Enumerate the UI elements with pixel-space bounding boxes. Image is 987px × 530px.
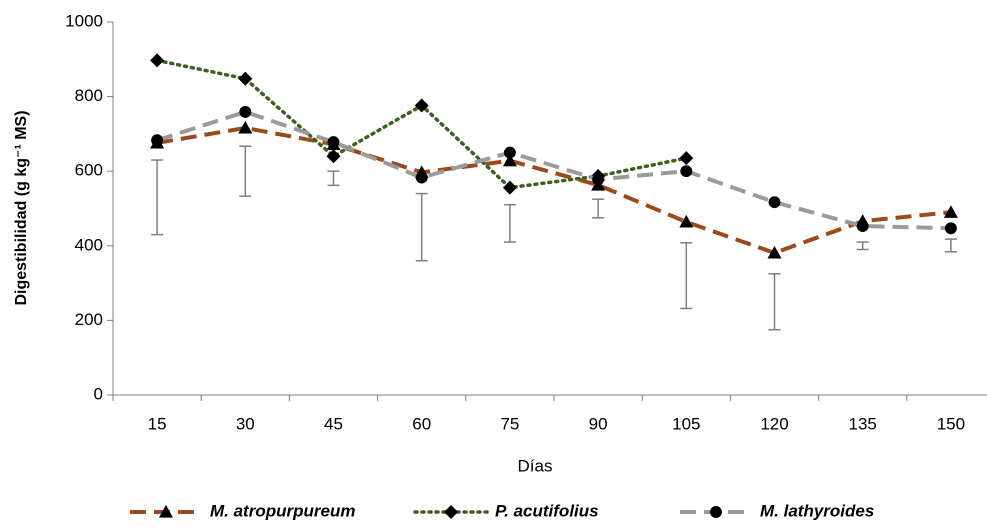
legend-label: M. lathyroides <box>760 501 874 520</box>
y-tick-label: 800 <box>75 86 103 105</box>
marker <box>238 71 253 86</box>
marker <box>151 134 164 147</box>
error-bar <box>944 238 957 253</box>
marker <box>415 171 428 184</box>
x-tick-label: 15 <box>148 414 167 433</box>
legend-label: M. atropurpureum <box>210 501 355 520</box>
error-bar <box>503 204 516 243</box>
marker <box>592 173 605 186</box>
x-tick-label: 60 <box>412 414 431 433</box>
error-bar <box>592 198 605 219</box>
error-bar <box>768 273 781 331</box>
marker <box>326 149 341 164</box>
marker <box>502 180 517 195</box>
marker <box>238 120 253 134</box>
marker <box>767 245 782 259</box>
marker <box>444 505 458 519</box>
x-tick-label: 30 <box>236 414 255 433</box>
error-bar <box>856 241 869 251</box>
y-tick-label: 400 <box>75 235 103 254</box>
x-tick-label: 135 <box>849 414 877 433</box>
error-bar <box>327 170 340 187</box>
marker <box>856 220 869 232</box>
marker <box>502 153 517 167</box>
x-axis-label: Días <box>518 456 553 475</box>
y-tick-label: 600 <box>75 161 103 180</box>
series-line <box>156 125 952 256</box>
marker <box>150 53 165 68</box>
marker <box>710 506 722 518</box>
marker <box>159 505 173 518</box>
x-tick-label: 150 <box>937 414 965 433</box>
x-tick-label: 120 <box>760 414 788 433</box>
marker <box>679 151 694 166</box>
x-tick-label: 75 <box>500 414 519 433</box>
x-tick-label: 105 <box>672 414 700 433</box>
marker <box>943 205 958 218</box>
marker <box>239 105 252 118</box>
y-tick-label: 0 <box>94 384 103 403</box>
y-axis-label: Digestibilidad (g kg⁻¹ MS) <box>13 110 30 305</box>
marker <box>414 98 429 113</box>
error-bar <box>151 159 164 236</box>
legend-label: P. acutifolius <box>495 501 599 520</box>
marker <box>327 136 340 149</box>
marker <box>944 222 957 235</box>
marker <box>503 146 516 159</box>
y-tick-label: 1000 <box>65 11 103 30</box>
x-tick-label: 45 <box>324 414 343 433</box>
error-bar <box>239 145 252 197</box>
marker <box>680 165 693 178</box>
marker <box>768 196 781 209</box>
error-bar <box>680 242 693 310</box>
series-line <box>156 109 951 231</box>
error-bar <box>415 192 428 262</box>
x-tick-label: 90 <box>589 414 608 433</box>
marker <box>679 214 694 228</box>
y-tick-label: 200 <box>75 310 103 329</box>
